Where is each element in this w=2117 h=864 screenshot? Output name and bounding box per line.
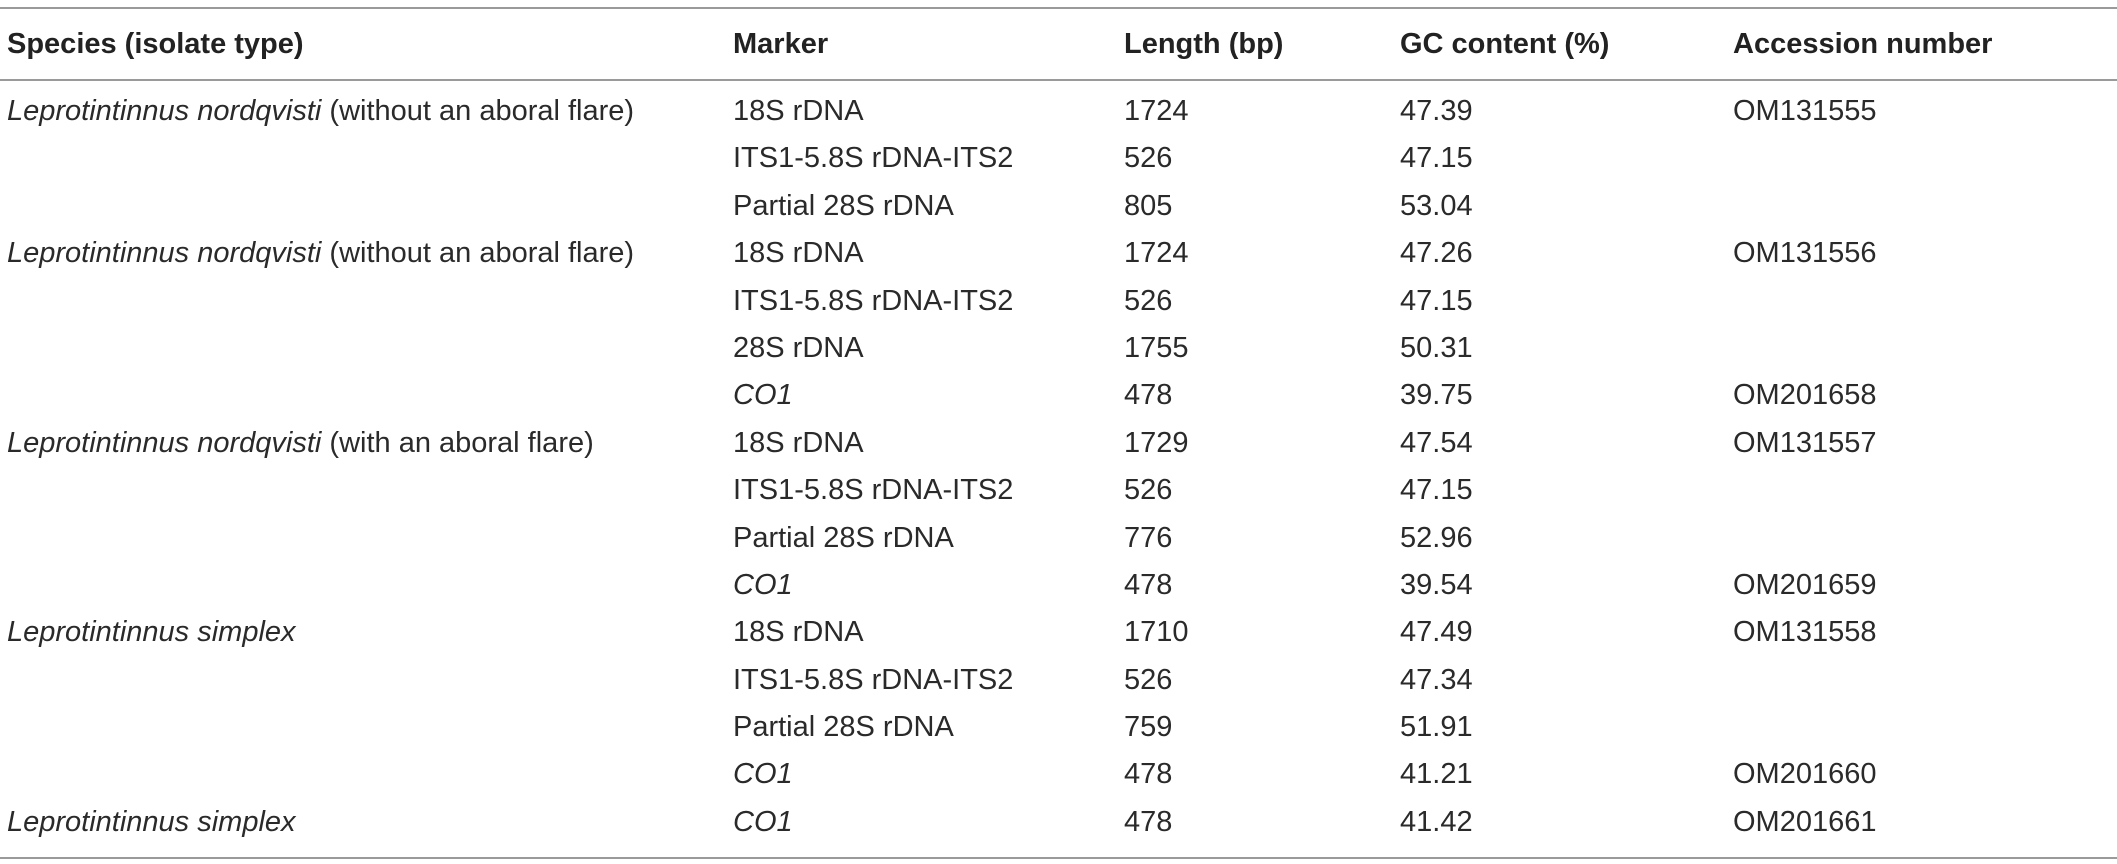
isolate-type: (without an aboral flare) (321, 95, 635, 127)
gc-cell: 53.04 (1400, 189, 1473, 222)
length-cell: 1724 (1124, 95, 1189, 127)
marker-cell: 18S rDNA (733, 426, 864, 459)
gc-cell: 52.96 (1400, 521, 1473, 554)
length-cell: 526 (1124, 663, 1173, 696)
accession-cell: OM201661 (1733, 805, 1877, 838)
marker-cell: 18S rDNA (733, 616, 864, 649)
species-name: Leprotintinnus nordqvisti (7, 426, 322, 459)
length-cell: 478 (1124, 758, 1173, 791)
gc-cell: 39.75 (1400, 379, 1473, 412)
table-row: CO1 478 41.21 OM201660 (0, 751, 2117, 798)
length-cell: 478 (1124, 379, 1173, 412)
accession-cell: OM201660 (1733, 758, 1877, 791)
species-cell: Leprotintinnus nordqvisti (with an abora… (7, 420, 594, 467)
accession-cell: OM201659 (1733, 568, 1877, 601)
gc-cell: 41.21 (1400, 758, 1473, 791)
species-cell: Leprotintinnus nordqvisti (without an ab… (7, 230, 634, 277)
length-cell: 805 (1124, 189, 1173, 222)
species-name: Leprotintinnus nordqvisti (7, 95, 322, 127)
accession-cell: OM131556 (1733, 237, 1877, 270)
table-row: Partial 28S rDNA 759 51.91 (0, 704, 2117, 751)
species-name: Leprotintinnus simplex (7, 616, 296, 649)
gc-cell: 47.15 (1400, 284, 1473, 317)
gc-cell: 47.54 (1400, 426, 1473, 459)
table-row: ITS1-5.8S rDNA-ITS2 526 47.34 (0, 657, 2117, 704)
marker-cell: 28S rDNA (733, 331, 864, 364)
table-row: CO1 478 39.75 OM201658 (0, 372, 2117, 419)
species-name: Leprotintinnus nordqvisti (7, 237, 322, 270)
gc-cell: 47.15 (1400, 474, 1473, 507)
gc-cell: 39.54 (1400, 568, 1473, 601)
species-name: Leprotintinnus simplex (7, 805, 296, 838)
accession-cell: OM131557 (1733, 426, 1877, 459)
marker-cell: ITS1-5.8S rDNA-ITS2 (733, 474, 1014, 507)
table-header-row: Species (isolate type) Marker Length (bp… (0, 9, 2117, 79)
marker-cell: ITS1-5.8S rDNA-ITS2 (733, 284, 1014, 317)
length-cell: 526 (1124, 142, 1173, 175)
marker-cell: CO1 (733, 568, 793, 601)
marker-cell: Partial 28S rDNA (733, 711, 954, 744)
gc-cell: 47.49 (1400, 616, 1473, 649)
length-cell: 1710 (1124, 616, 1189, 649)
accession-cell: OM201658 (1733, 379, 1877, 412)
table-row: Leprotintinnus simplex CO1 478 41.42 OM2… (0, 799, 2117, 846)
length-cell: 1724 (1124, 237, 1189, 270)
table-row: ITS1-5.8S rDNA-ITS2 526 47.15 (0, 467, 2117, 514)
marker-cell: CO1 (733, 758, 793, 791)
header-marker: Marker (733, 28, 829, 60)
length-cell: 1729 (1124, 426, 1189, 459)
gc-cell: 47.26 (1400, 237, 1473, 270)
table-row: ITS1-5.8S rDNA-ITS2 526 47.15 (0, 135, 2117, 182)
length-cell: 776 (1124, 521, 1173, 554)
gc-cell: 51.91 (1400, 711, 1473, 744)
table-row: Leprotintinnus simplex 18S rDNA 1710 47.… (0, 609, 2117, 656)
length-cell: 526 (1124, 474, 1173, 507)
table-row: Leprotintinnus nordqvisti (without an ab… (0, 230, 2117, 277)
gc-cell: 47.15 (1400, 142, 1473, 175)
marker-cell: ITS1-5.8S rDNA-ITS2 (733, 663, 1014, 696)
header-species: Species (isolate type) (7, 28, 304, 60)
length-cell: 526 (1124, 284, 1173, 317)
species-cell: Leprotintinnus simplex (7, 799, 296, 846)
table-row: Leprotintinnus nordqvisti (without an ab… (0, 88, 2117, 135)
length-cell: 478 (1124, 805, 1173, 838)
accession-cell: OM131558 (1733, 616, 1877, 649)
species-cell: Leprotintinnus simplex (7, 609, 296, 656)
table-row: CO1 478 39.54 OM201659 (0, 562, 2117, 609)
gc-cell: 47.34 (1400, 663, 1473, 696)
table-bottom-rule (0, 857, 2117, 859)
table-row: Partial 28S rDNA 776 52.96 (0, 515, 2117, 562)
table-row: Leprotintinnus nordqvisti (with an abora… (0, 420, 2117, 467)
table-body: Leprotintinnus nordqvisti (without an ab… (0, 88, 2117, 846)
marker-cell: 18S rDNA (733, 237, 864, 270)
header-gc-content: GC content (%) (1400, 28, 1610, 60)
length-cell: 478 (1124, 568, 1173, 601)
gc-cell: 47.39 (1400, 95, 1473, 127)
table-top-rule (0, 7, 2117, 9)
marker-cell: CO1 (733, 379, 793, 412)
table-row: Partial 28S rDNA 805 53.04 (0, 183, 2117, 230)
accession-cell: OM131555 (1733, 95, 1877, 127)
gc-cell: 50.31 (1400, 331, 1473, 364)
table-row: 28S rDNA 1755 50.31 (0, 325, 2117, 372)
table-row: ITS1-5.8S rDNA-ITS2 526 47.15 (0, 278, 2117, 325)
species-cell: Leprotintinnus nordqvisti (without an ab… (7, 88, 634, 135)
length-cell: 1755 (1124, 331, 1189, 364)
isolate-type: (without an aboral flare) (321, 237, 635, 270)
marker-cell: Partial 28S rDNA (733, 189, 954, 222)
table-header-rule (0, 79, 2117, 81)
marker-cell: Partial 28S rDNA (733, 521, 954, 554)
gc-cell: 41.42 (1400, 805, 1473, 838)
marker-cell: ITS1-5.8S rDNA-ITS2 (733, 142, 1014, 175)
length-cell: 759 (1124, 711, 1173, 744)
header-accession-number: Accession number (1733, 28, 1993, 60)
header-length: Length (bp) (1124, 28, 1284, 60)
isolate-type: (with an aboral flare) (321, 426, 594, 459)
marker-cell: CO1 (733, 805, 793, 838)
marker-cell: 18S rDNA (733, 95, 864, 127)
